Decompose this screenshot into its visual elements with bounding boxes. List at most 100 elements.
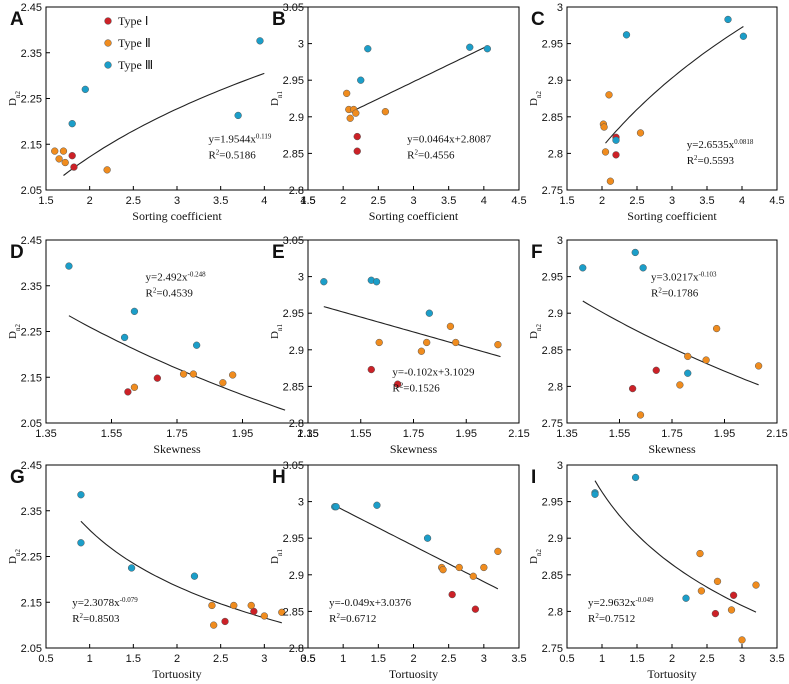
y-tick-label: 2.95	[283, 533, 304, 545]
type1-point	[628, 384, 637, 393]
x-tick-label: 3	[669, 195, 675, 207]
type2-point	[439, 566, 447, 574]
y-axis-label: Dn2	[7, 324, 22, 339]
x-axis-label: Skewness	[153, 442, 201, 456]
type3-point	[466, 43, 474, 51]
y-tick-label: 2.15	[21, 139, 42, 151]
x-axis-label: Tortuosity	[647, 667, 696, 681]
type2-point	[600, 123, 608, 131]
y-tick-label: 2.9	[548, 308, 563, 320]
x-axis-label: Sorting coefficient	[132, 209, 222, 223]
fit-curve	[63, 72, 265, 176]
type1-point	[68, 152, 76, 160]
type3-point	[724, 15, 732, 24]
type3-point	[130, 307, 139, 316]
legend-marker-type3	[104, 61, 112, 69]
fit-curve	[323, 306, 501, 358]
panel-label: B	[272, 9, 286, 30]
x-tick-label: 3.5	[699, 195, 714, 207]
type1-point	[250, 607, 258, 616]
y-tick-label: 2.75	[542, 418, 563, 430]
type1-point	[394, 380, 402, 388]
type3-point	[579, 264, 587, 272]
type2-point	[605, 91, 613, 99]
x-tick-label: 1.35	[35, 428, 56, 440]
y-tick-label: 2.85	[542, 345, 563, 357]
y-tick-label: 2.85	[542, 570, 563, 582]
panel-label: E	[272, 242, 285, 263]
x-tick-label: 1.5	[371, 653, 386, 665]
type3-point	[612, 136, 620, 144]
type2-point	[219, 379, 227, 387]
panel-a: A 1.5 2 2.5 3 3.5 4 4.5 2.05 2.15 2.25 2.35 2.45 Sort…	[7, 2, 316, 223]
plot-frame	[566, 239, 778, 424]
y-tick-label: 2.95	[542, 497, 563, 509]
y-tick-label: 2.25	[21, 552, 42, 564]
type2-point	[676, 381, 684, 389]
type1-point	[471, 605, 480, 613]
r-squared: R2=0.1526	[392, 381, 440, 394]
y-tick-label: 2.95	[542, 39, 563, 51]
type1-point	[367, 365, 375, 374]
y-tick-label: 2.9	[548, 75, 563, 87]
y-tick-label: 3	[557, 2, 563, 14]
x-tick-label: 1.5	[300, 195, 315, 207]
fit-curve	[68, 315, 286, 411]
y-tick-label: 3.05	[283, 460, 304, 472]
panel-label: C	[531, 9, 545, 30]
y-tick-label: 2.8	[548, 381, 563, 393]
y-axis-label: Dn2	[528, 324, 543, 339]
fit-curve	[582, 300, 759, 386]
y-axis-label: Dn1	[269, 91, 284, 106]
y-axis-label: Dn1	[269, 549, 284, 564]
x-tick-label: 2.5	[629, 195, 644, 207]
type2-point	[417, 347, 426, 355]
type2-point	[469, 572, 477, 580]
x-tick-label: 2	[87, 195, 93, 207]
fit-equation: y=0.0464x+2.8087	[407, 133, 491, 145]
fit-equation: y=-0.102x+3.1029	[392, 366, 475, 378]
type3-point	[320, 278, 328, 286]
x-tick-label: 3	[410, 195, 416, 207]
x-tick-label: 2	[410, 653, 416, 665]
x-tick-label: 3.5	[769, 653, 784, 665]
x-tick-label: 3	[174, 195, 180, 207]
y-tick-label: 3	[298, 497, 304, 509]
panel-e: E1.35 1.55 1.75 1.95 2.152.82.852.92.9533.05…	[269, 235, 530, 456]
r-squared: R2=0.4539	[146, 286, 194, 299]
y-tick-label: 2.95	[283, 75, 304, 87]
type2-point	[494, 341, 502, 349]
y-tick-label: 2.25	[21, 94, 42, 106]
type2-point	[684, 352, 692, 361]
y-axis-label: Dn2	[7, 91, 22, 106]
x-tick-label: 4.5	[511, 195, 526, 207]
x-tick-label: 1.75	[661, 428, 682, 440]
type2-point	[754, 362, 763, 370]
panel-label: F	[531, 242, 543, 263]
type2-point	[712, 324, 721, 333]
type2-point	[229, 371, 237, 379]
legend-label-type3: Type Ⅲ	[118, 58, 153, 72]
type1-point	[652, 366, 660, 374]
type2-point	[61, 158, 69, 167]
type2-point	[375, 338, 383, 347]
legend-marker-type1	[104, 17, 112, 25]
x-tick-label: 3	[739, 653, 745, 665]
fit-curve	[80, 520, 282, 624]
x-tick-label: 0.5	[559, 653, 574, 665]
panel-b: B1.5 2 2.5 3 3.5 4 4.52.82.852.92.9533.05Sorti…	[269, 2, 527, 223]
type3-point	[193, 341, 201, 349]
x-tick-label: 2	[174, 653, 180, 665]
type3-point	[81, 85, 89, 93]
y-tick-label: 2.8	[548, 606, 563, 618]
x-tick-label: 1.75	[166, 428, 187, 440]
type2-point	[446, 322, 455, 331]
type3-point	[631, 248, 639, 257]
type1-point	[729, 591, 738, 599]
x-axis-label: Tortuosity	[152, 667, 201, 681]
type2-point	[55, 155, 63, 163]
type3-point	[120, 333, 129, 342]
type1-point	[448, 590, 456, 599]
type2-point	[130, 383, 139, 391]
type2-point	[208, 601, 216, 610]
